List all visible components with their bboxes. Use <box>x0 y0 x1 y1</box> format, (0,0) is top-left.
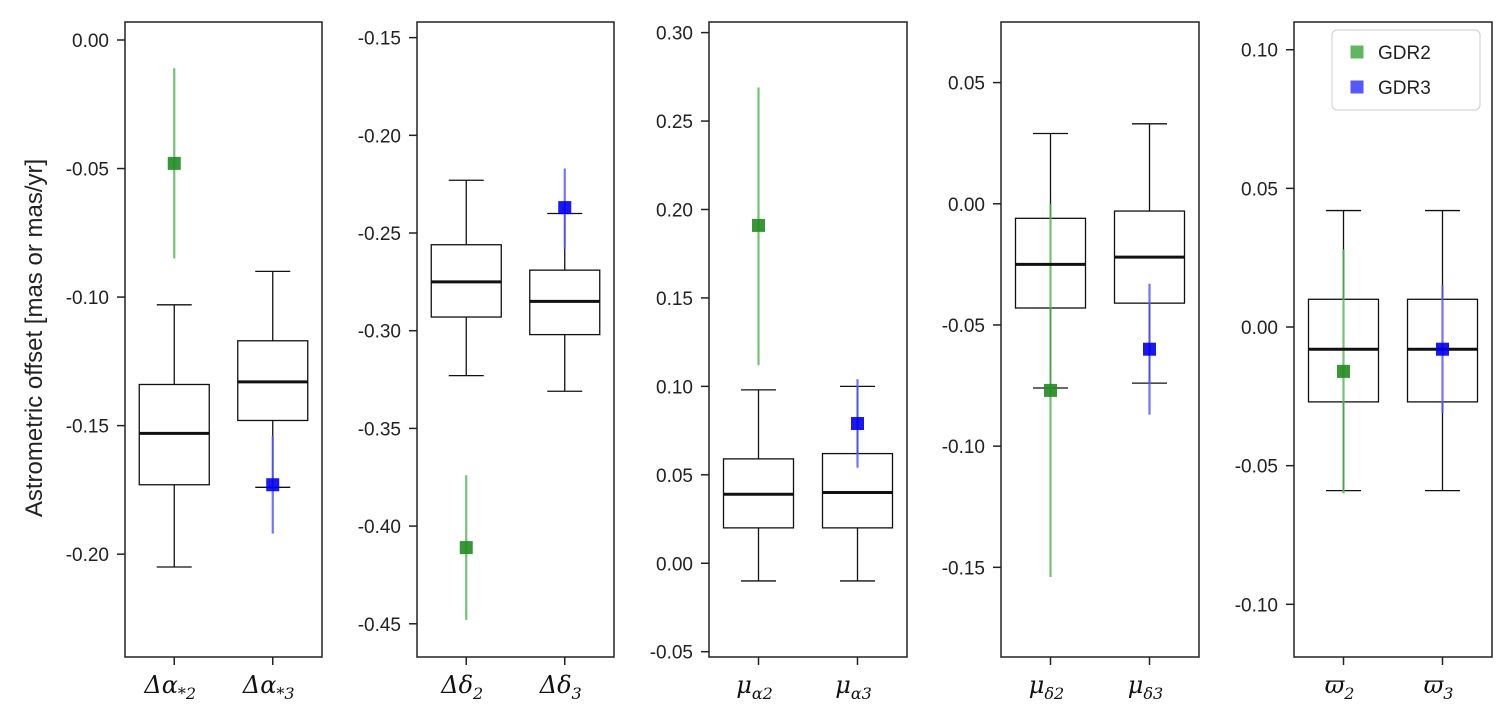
gdr3-point <box>851 417 864 431</box>
category-1: μα2 <box>722 87 795 703</box>
gdr3-point <box>1436 342 1449 356</box>
y-axis-label: Astrometric offset [mas or mas/yr] <box>21 159 48 517</box>
gdr2-point <box>459 541 473 555</box>
category-2: μδ3 <box>1113 123 1186 703</box>
y-tick-label: -0.25 <box>358 224 401 245</box>
legend-frame <box>1331 29 1481 111</box>
panel-frame <box>1000 21 1200 658</box>
x-category-label: μα3 <box>835 671 872 703</box>
y-tick-label: -0.05 <box>1235 457 1278 478</box>
x-category-label: Δδ3 <box>539 671 582 703</box>
y-tick-label: -0.15 <box>942 558 985 579</box>
gdr2-point <box>1337 364 1350 378</box>
y-tick-label: 0.30 <box>656 24 693 45</box>
panel-5: 0.10 0.05 0.00 -0.05 -0.10 ϖ2 ϖ3 <box>1235 21 1493 703</box>
panel-frame <box>1293 21 1493 658</box>
category-2: ϖ3 <box>1406 209 1479 703</box>
legend-label-gdr2: GDR2 <box>1378 43 1431 64</box>
category-2: Δδ3 <box>529 168 601 703</box>
gdr2-point <box>167 156 181 170</box>
category-1: Δα*2 <box>138 68 210 703</box>
y-tick-label: -0.05 <box>942 316 985 337</box>
category-2: μα3 <box>821 379 894 703</box>
panel-frame <box>708 21 908 658</box>
x-category-label: μδ3 <box>1128 671 1163 703</box>
y-tick-label: 0.05 <box>656 466 693 487</box>
y-tick-label: 0.20 <box>656 200 693 221</box>
category-1: ϖ2 <box>1307 209 1380 703</box>
gdr2-point <box>1044 383 1057 397</box>
y-tick-label: 0.10 <box>656 377 693 398</box>
gdr3-point <box>266 478 280 492</box>
legend-marker-gdr3 <box>1350 80 1364 94</box>
y-tick-label: 0.00 <box>1241 318 1278 339</box>
y-tick-label: -0.35 <box>358 419 401 440</box>
y-tick-label: -0.15 <box>358 29 401 50</box>
x-category-label: μδ2 <box>1029 671 1064 703</box>
gdr3-point <box>1143 342 1156 356</box>
y-tick-label: -0.05 <box>650 643 693 664</box>
y-tick-label: -0.45 <box>358 615 401 636</box>
category-1: μδ2 <box>1014 132 1087 703</box>
y-tick-label: -0.30 <box>358 322 401 343</box>
y-tick-label: 0.10 <box>1241 41 1278 62</box>
gdr3-point <box>558 201 572 215</box>
y-tick-label: -0.10 <box>1235 595 1278 616</box>
panel-frame <box>416 21 615 658</box>
x-category-label: ϖ3 <box>1424 671 1454 703</box>
panel-3: 0.30 0.25 0.20 0.15 0.10 0.05 0.00 -0.05 μα2 μα3 <box>650 21 908 703</box>
y-tick-label: 0.05 <box>1241 179 1278 200</box>
y-tick-label: -0.15 <box>66 417 109 438</box>
y-tick-label: -0.40 <box>358 517 401 538</box>
y-tick-label: 0.15 <box>656 289 693 310</box>
x-category-label: μα2 <box>736 671 773 703</box>
y-tick-label: 0.00 <box>948 195 985 216</box>
y-tick-label: 0.25 <box>656 112 693 133</box>
y-tick-label: -0.05 <box>66 160 109 181</box>
y-tick-label: 0.00 <box>72 31 109 52</box>
y-tick-label: -0.20 <box>358 126 401 147</box>
x-category-label: ϖ2 <box>1325 671 1355 703</box>
x-category-label: Δα*3 <box>242 671 295 703</box>
legend: GDR2 GDR3 <box>1331 29 1481 111</box>
panel-2: -0.15 -0.20 -0.25 -0.30 -0.35 -0.40 -0.45 Δδ2 Δδ… <box>358 21 615 703</box>
y-tick-label: -0.20 <box>66 545 109 566</box>
panel-frame <box>124 21 323 658</box>
x-category-label: Δα*2 <box>143 671 196 703</box>
y-tick-label: -0.10 <box>66 288 109 309</box>
category-1: Δδ2 <box>430 179 502 703</box>
y-tick-label: 0.05 <box>948 74 985 95</box>
y-tick-label: -0.10 <box>942 437 985 458</box>
legend-label-gdr3: GDR3 <box>1378 78 1431 99</box>
category-2: Δα*3 <box>237 270 309 703</box>
gdr2-point <box>752 218 765 232</box>
panel-1: 0.00 -0.05 -0.10 -0.15 -0.20 Δα*2 Δα*3 <box>66 21 323 703</box>
legend-marker-gdr2 <box>1350 45 1364 59</box>
panel-4: 0.05 0.00 -0.05 -0.10 -0.15 μδ2 μδ3 <box>942 21 1200 703</box>
y-tick-label: 0.00 <box>656 554 693 575</box>
x-category-label: Δδ2 <box>440 671 483 703</box>
